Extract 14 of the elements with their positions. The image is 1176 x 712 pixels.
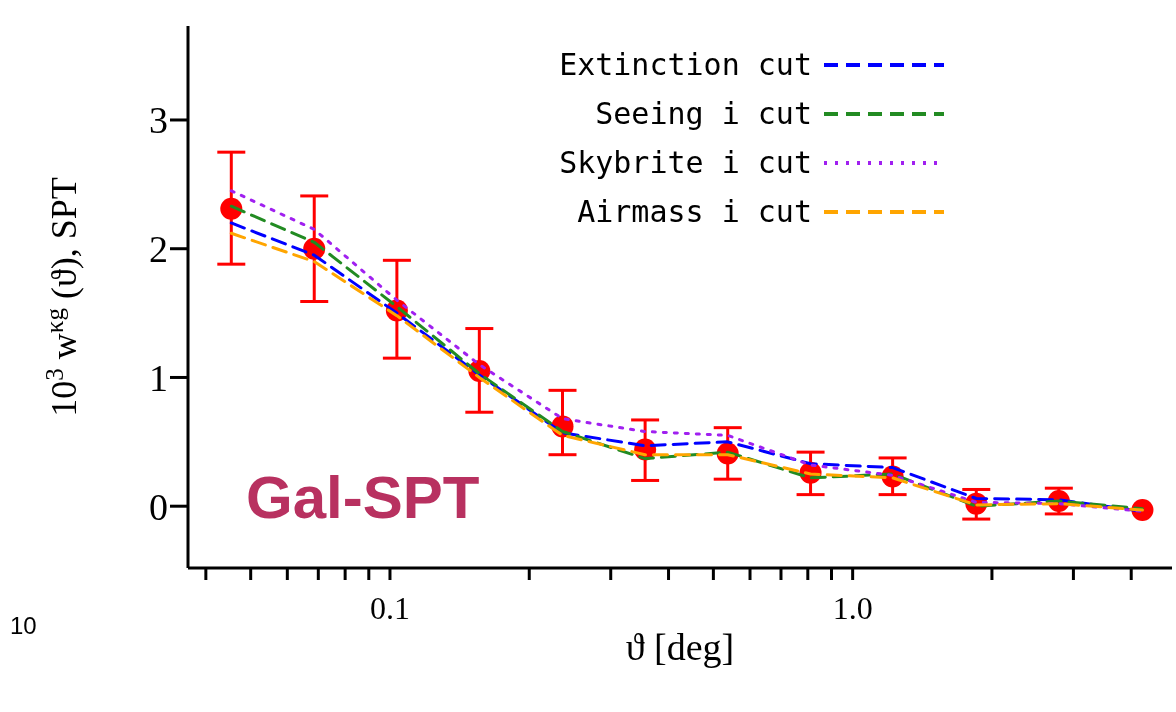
- x-tick-label: 0.1: [369, 589, 410, 626]
- legend-label: Extinction cut: [559, 47, 812, 82]
- y-tick-label: 3: [149, 99, 168, 142]
- annotation: Gal-SPT: [246, 464, 480, 531]
- y-tick-label: 2: [149, 228, 168, 271]
- legend-label: Seeing i cut: [595, 96, 812, 131]
- x-tick-label: 1.0: [832, 589, 873, 626]
- y-tick-label: 1: [149, 356, 168, 399]
- text: 10: [10, 612, 37, 639]
- point: [220, 197, 243, 220]
- x-axis-title: ϑ [deg]: [625, 626, 735, 668]
- legend-label: Airmass i cut: [577, 194, 812, 229]
- y-tick-label: 0: [149, 485, 168, 528]
- legend-label: Skybrite i cut: [559, 145, 812, 180]
